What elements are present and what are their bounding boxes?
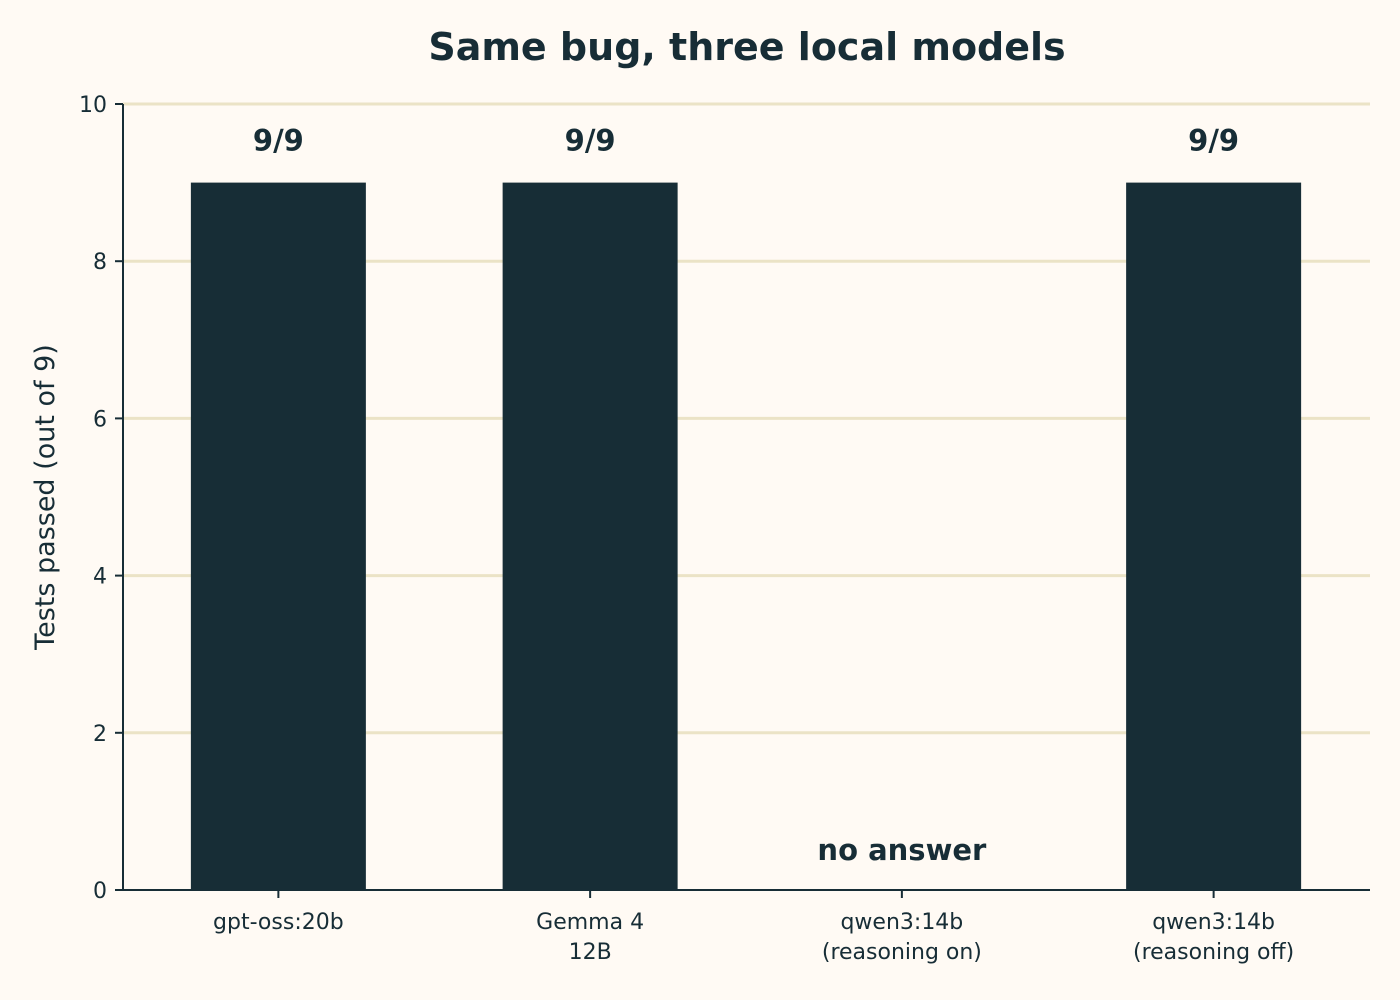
y-axis-label: Tests passed (out of 9) bbox=[30, 344, 61, 651]
bars-layer bbox=[190, 182, 1302, 891]
y-tick-label: 0 bbox=[93, 879, 107, 904]
data-label: 9/9 bbox=[253, 124, 304, 158]
labels-layer: 0 2 4 6 8 10 gpt-oss:20b Gemma 4 12B qwen3:14b (re… bbox=[79, 93, 1294, 965]
y-tick-label: 2 bbox=[93, 722, 107, 747]
y-tick-label: 10 bbox=[79, 93, 107, 118]
bar bbox=[502, 182, 678, 891]
x-tick-label-line: (reasoning off) bbox=[1133, 940, 1294, 965]
x-tick-label-line: qwen3:14b bbox=[840, 910, 963, 935]
bar bbox=[190, 182, 366, 891]
chart-title: Same bug, three local models bbox=[428, 25, 1065, 69]
x-tick-label: gpt-oss:20b bbox=[213, 910, 344, 935]
x-tick-label-line: qwen3:14b bbox=[1152, 910, 1275, 935]
x-tick-label-line: (reasoning on) bbox=[822, 940, 982, 965]
data-label: 9/9 bbox=[565, 124, 616, 158]
x-tick-label-line: gpt-oss:20b bbox=[213, 910, 344, 935]
data-label: no answer bbox=[817, 833, 987, 867]
x-tick-label-line: 12B bbox=[569, 940, 612, 965]
y-tick-label: 8 bbox=[93, 250, 107, 275]
x-tick-label: Gemma 4 12B bbox=[536, 910, 644, 965]
x-tick-label: qwen3:14b (reasoning off) bbox=[1133, 910, 1294, 965]
y-tick-label: 4 bbox=[93, 565, 107, 590]
bar bbox=[1126, 182, 1302, 891]
axes-layer bbox=[115, 103, 1370, 898]
data-label: 9/9 bbox=[1188, 124, 1239, 158]
x-tick-label-line: Gemma 4 bbox=[536, 910, 644, 935]
y-tick-label: 6 bbox=[93, 407, 107, 432]
x-tick-label: qwen3:14b (reasoning on) bbox=[822, 910, 982, 965]
